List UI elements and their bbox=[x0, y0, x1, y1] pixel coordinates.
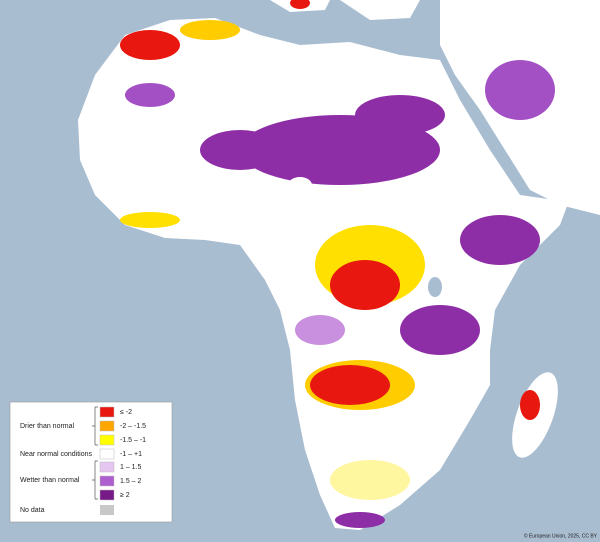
legend-swatch bbox=[99, 406, 115, 418]
legend-label: ≤ -2 bbox=[120, 409, 132, 416]
legend-label: 1.5 – 2 bbox=[120, 478, 142, 485]
legend-label: No data bbox=[20, 507, 45, 514]
land bbox=[270, 0, 600, 215]
legend-group: Wetter than normal bbox=[20, 477, 80, 484]
legend-label: ≥ 2 bbox=[120, 492, 130, 499]
legend-swatch bbox=[99, 475, 115, 487]
legend-swatch bbox=[100, 505, 114, 515]
legend-group: Near normal conditions bbox=[20, 451, 92, 458]
legend-bracket bbox=[92, 406, 98, 500]
credit: © European Union, 2025, CC BY bbox=[524, 532, 598, 539]
legend-label: 1 – 1.5 bbox=[120, 464, 142, 471]
legend-swatch bbox=[99, 489, 115, 501]
legend-swatch bbox=[99, 420, 115, 432]
legend-label: -2 – -1.5 bbox=[120, 423, 146, 430]
legend-swatch bbox=[99, 434, 115, 446]
legend-box bbox=[9, 401, 173, 523]
patches bbox=[120, 0, 555, 528]
legend-swatch bbox=[99, 461, 115, 473]
legend-swatch bbox=[99, 448, 115, 460]
legend-group: Drier than normal bbox=[20, 423, 75, 430]
legend-label: -1.5 – -1 bbox=[120, 437, 146, 444]
legend-label: -1 – +1 bbox=[120, 451, 142, 458]
